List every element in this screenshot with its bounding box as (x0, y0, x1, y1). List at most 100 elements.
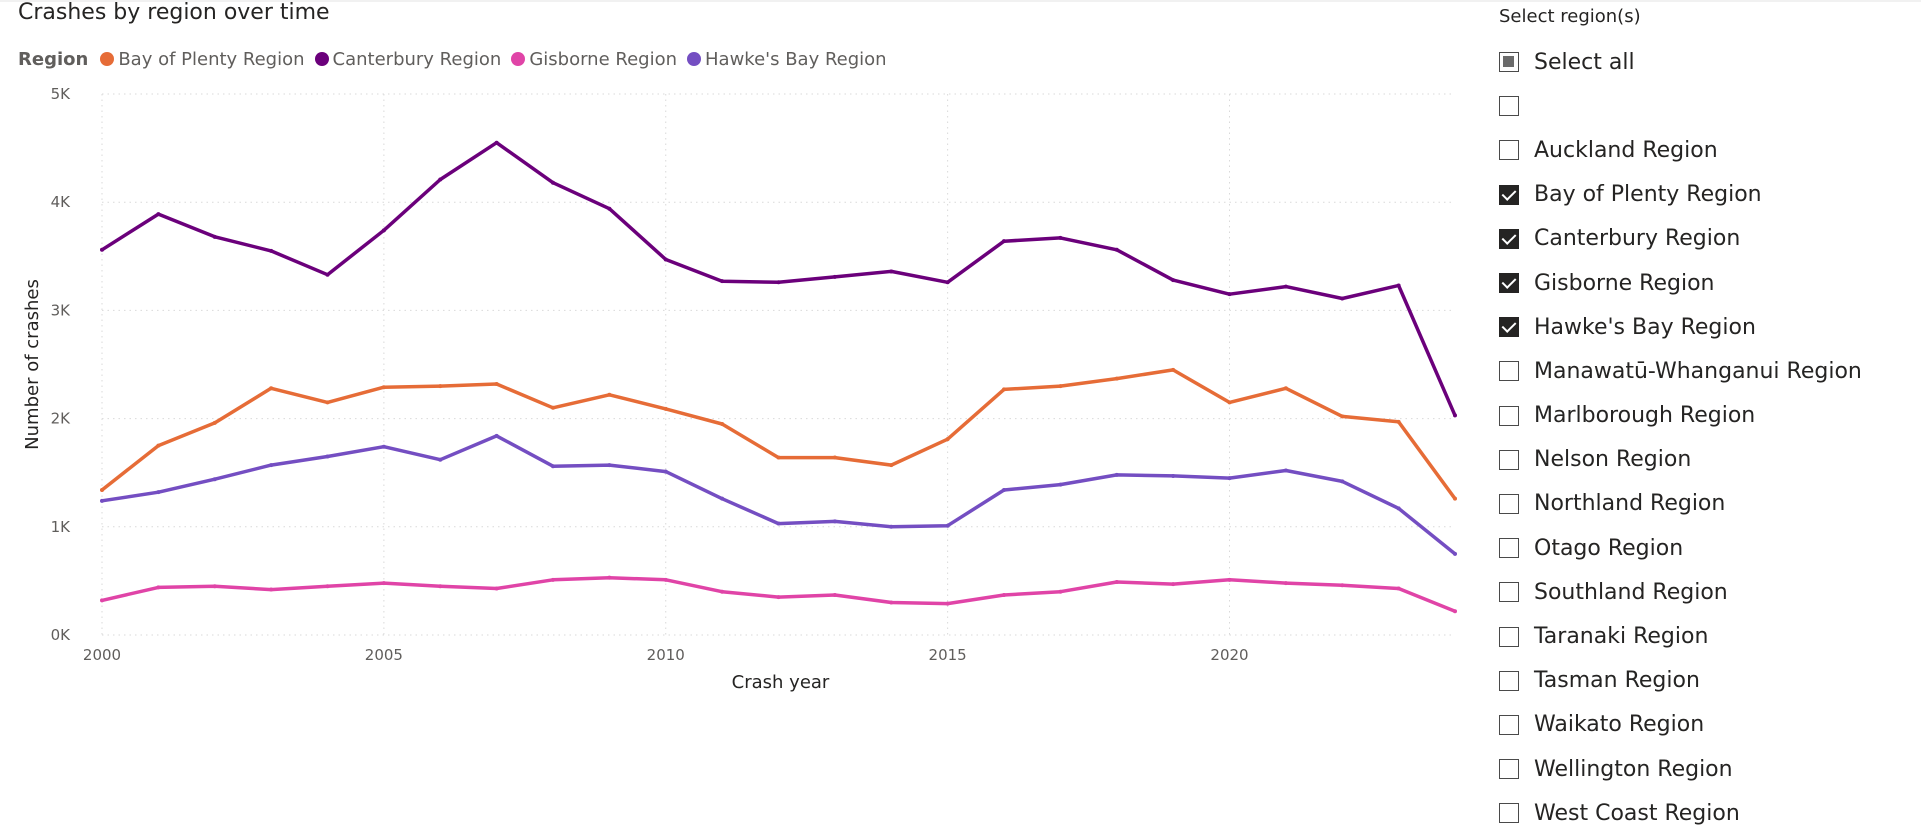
checkbox[interactable] (1499, 670, 1519, 691)
slicer-item[interactable]: Southland Region (1499, 570, 1862, 614)
slicer-item[interactable]: Manawatū-Whanganui Region (1499, 349, 1862, 393)
slicer-item[interactable]: Select all (1499, 40, 1862, 84)
data-point[interactable] (1283, 284, 1288, 289)
data-point[interactable] (100, 247, 104, 252)
data-point[interactable] (1114, 247, 1119, 252)
data-point[interactable] (212, 477, 217, 482)
data-point[interactable] (663, 469, 668, 474)
data-point[interactable] (607, 463, 612, 468)
data-point[interactable] (889, 600, 894, 605)
line-chart-visual[interactable]: Crashes by region over time Region Bay o… (0, 0, 1480, 720)
checkbox[interactable] (1499, 714, 1519, 735)
data-point[interactable] (1396, 506, 1401, 511)
data-point[interactable] (1171, 367, 1176, 372)
data-point[interactable] (776, 455, 781, 460)
data-point[interactable] (100, 598, 104, 603)
data-point[interactable] (945, 437, 950, 442)
data-point[interactable] (156, 443, 161, 448)
data-point[interactable] (269, 587, 274, 592)
data-point[interactable] (494, 140, 499, 145)
legend-item-canterbury[interactable]: Canterbury Region (314, 49, 501, 70)
data-point[interactable] (212, 234, 217, 239)
data-point[interactable] (1227, 577, 1232, 582)
checkbox[interactable] (1499, 405, 1519, 426)
data-point[interactable] (1058, 482, 1063, 487)
data-point[interactable] (776, 280, 781, 285)
data-point[interactable] (551, 405, 555, 410)
data-point[interactable] (381, 444, 386, 449)
data-point[interactable] (1171, 582, 1176, 587)
slicer-item[interactable]: Hawke's Bay Region (1499, 305, 1862, 349)
data-point[interactable] (1002, 239, 1006, 244)
data-point[interactable] (381, 385, 386, 390)
data-point[interactable] (212, 584, 217, 589)
data-point[interactable] (1396, 419, 1401, 424)
checkbox[interactable] (1499, 626, 1519, 647)
data-point[interactable] (663, 577, 668, 582)
series-line[interactable] (100, 434, 1457, 556)
checkbox[interactable] (1499, 493, 1519, 514)
data-point[interactable] (776, 595, 781, 600)
data-point[interactable] (381, 581, 386, 586)
slicer-item[interactable]: Canterbury Region (1499, 217, 1862, 261)
data-point[interactable] (1340, 583, 1345, 588)
data-point[interactable] (438, 457, 443, 462)
data-point[interactable] (1340, 414, 1345, 419)
slicer-item[interactable]: West Coast Region (1499, 791, 1862, 835)
data-point[interactable] (100, 498, 104, 503)
series-line[interactable] (100, 140, 1457, 418)
data-point[interactable] (607, 206, 612, 211)
slicer-item[interactable]: Auckland Region (1499, 128, 1862, 172)
checkbox[interactable] (1499, 538, 1519, 559)
data-point[interactable] (1227, 292, 1232, 297)
data-point[interactable] (1340, 479, 1345, 484)
legend-item-hawkes-bay[interactable]: Hawke's Bay Region (687, 49, 887, 70)
series-line[interactable] (100, 575, 1457, 613)
checkbox[interactable] (1499, 184, 1519, 205)
slicer-item[interactable]: Nelson Region (1499, 438, 1862, 482)
data-point[interactable] (607, 575, 612, 580)
data-point[interactable] (1283, 468, 1288, 473)
slicer-item[interactable]: Gisborne Region (1499, 261, 1862, 305)
data-point[interactable] (720, 422, 725, 427)
checkbox[interactable] (1499, 361, 1519, 382)
legend-item-bay-of-plenty[interactable]: Bay of Plenty Region (100, 49, 305, 70)
data-point[interactable] (1453, 413, 1457, 418)
checkbox[interactable] (1499, 582, 1519, 603)
data-point[interactable] (438, 177, 443, 182)
checkbox[interactable] (1499, 228, 1519, 249)
data-point[interactable] (325, 584, 330, 589)
data-point[interactable] (889, 269, 894, 274)
data-point[interactable] (1453, 609, 1457, 614)
data-point[interactable] (1171, 278, 1176, 283)
data-point[interactable] (494, 586, 499, 591)
data-point[interactable] (832, 455, 837, 460)
slicer-item[interactable]: Taranaki Region (1499, 614, 1862, 658)
checkbox[interactable] (1499, 317, 1519, 338)
data-point[interactable] (1114, 472, 1119, 477)
slicer-item[interactable]: Wellington Region (1499, 747, 1862, 791)
checkbox[interactable] (1499, 759, 1519, 780)
data-point[interactable] (1058, 384, 1063, 389)
data-point[interactable] (269, 463, 274, 468)
series-line[interactable] (100, 368, 1457, 501)
data-point[interactable] (945, 601, 950, 606)
checkbox[interactable] (1499, 96, 1519, 117)
data-point[interactable] (832, 519, 837, 524)
checkbox[interactable] (1499, 273, 1519, 294)
data-point[interactable] (551, 464, 555, 469)
data-point[interactable] (607, 392, 612, 397)
checkbox[interactable] (1499, 140, 1519, 161)
data-point[interactable] (381, 228, 386, 233)
slicer-item[interactable] (1499, 84, 1862, 128)
data-point[interactable] (1002, 592, 1006, 597)
data-point[interactable] (945, 280, 950, 285)
data-point[interactable] (438, 584, 443, 589)
data-point[interactable] (156, 212, 161, 217)
checkbox[interactable] (1499, 449, 1519, 470)
data-point[interactable] (1002, 387, 1006, 392)
legend-item-gisborne[interactable]: Gisborne Region (511, 49, 677, 70)
data-point[interactable] (832, 274, 837, 279)
data-point[interactable] (720, 279, 725, 284)
data-point[interactable] (1453, 551, 1457, 556)
